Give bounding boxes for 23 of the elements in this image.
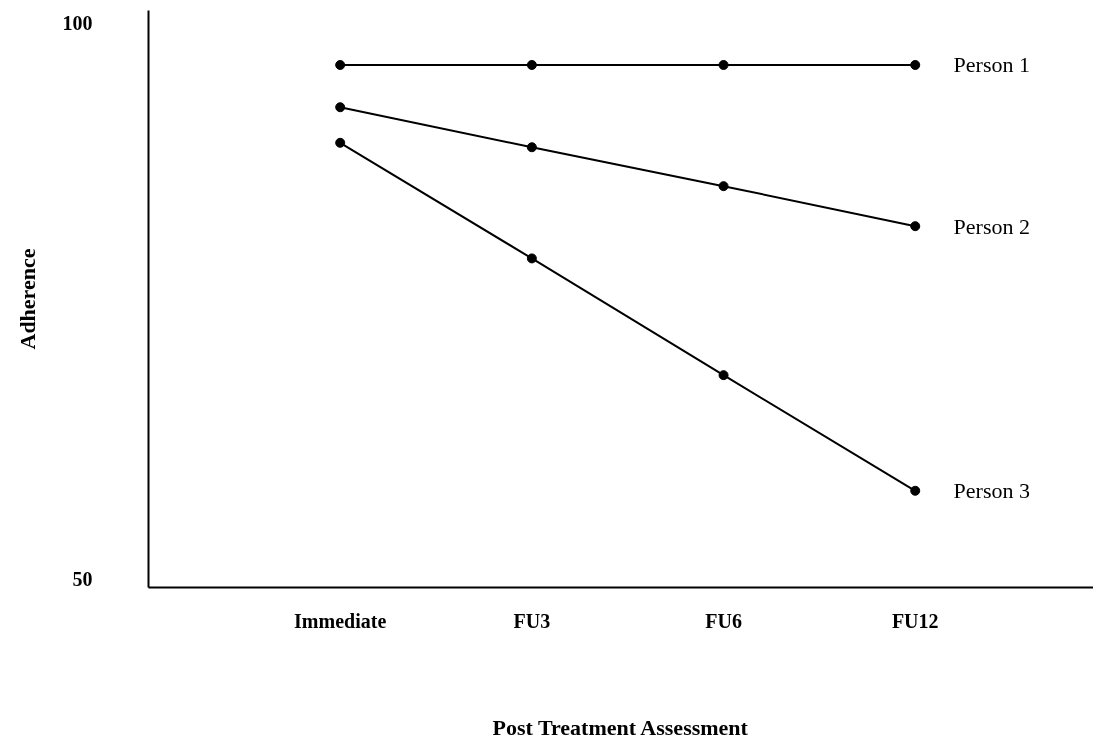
x-tick-label: FU12 — [891, 609, 939, 632]
series-label: Person 1 — [953, 52, 1030, 78]
point — [910, 485, 921, 496]
point — [335, 59, 346, 70]
y-axis-title: Adherence — [14, 248, 40, 350]
point — [910, 59, 921, 70]
x-tick-label: Immediate — [294, 609, 387, 632]
point — [526, 253, 537, 264]
y-tick-label: 50 — [72, 567, 93, 590]
x-tick-label: FU6 — [705, 609, 742, 632]
y-tick-label: 100 — [62, 11, 93, 34]
point — [526, 142, 537, 153]
point — [718, 59, 729, 70]
point — [526, 59, 537, 70]
point — [910, 221, 921, 232]
series-label: Person 2 — [953, 213, 1030, 239]
point — [335, 102, 346, 113]
point — [718, 181, 729, 192]
point — [718, 370, 729, 381]
x-tick-label: FU3 — [513, 609, 551, 632]
series-label: Person 3 — [953, 478, 1030, 504]
x-axis-title: Post Treatment Assessment — [492, 714, 749, 740]
point — [335, 137, 346, 148]
